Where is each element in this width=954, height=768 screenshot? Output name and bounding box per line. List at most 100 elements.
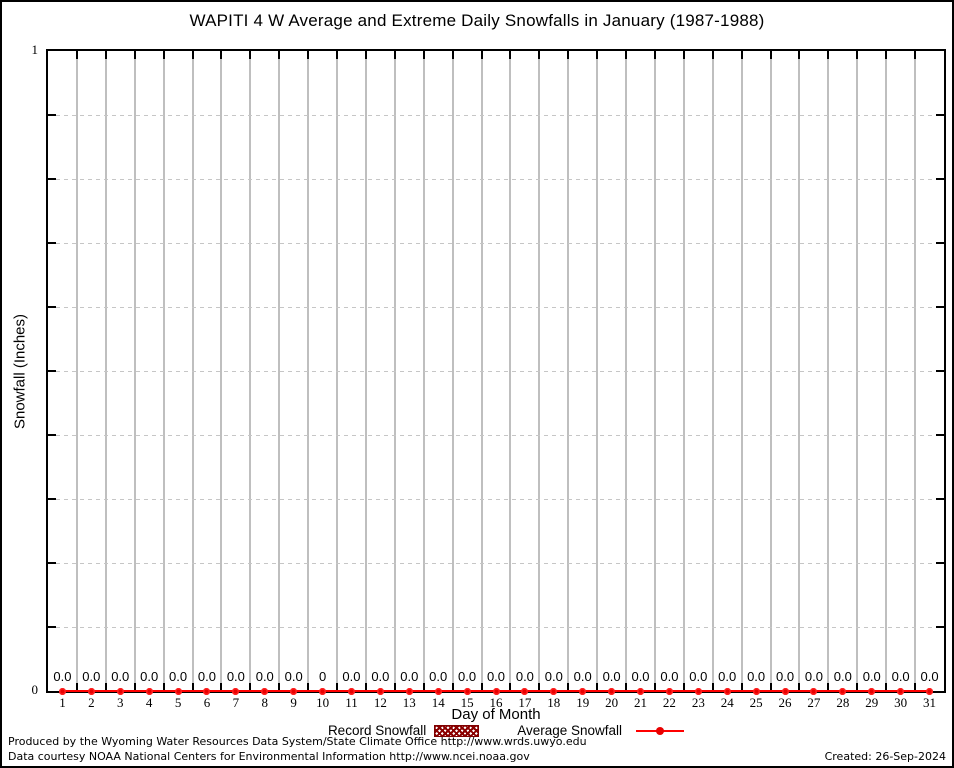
x-tick-top [885, 51, 888, 59]
average-point-marker [319, 687, 327, 695]
point-value-label: 0.0 [631, 669, 650, 684]
x-tick-bottom [740, 683, 743, 691]
point-value-label: 0.0 [284, 669, 303, 684]
average-point-marker [116, 687, 124, 695]
average-point-marker [550, 687, 558, 695]
y-tick-left [48, 434, 56, 436]
x-tick-top [220, 51, 223, 59]
x-tick-label: 5 [174, 695, 182, 710]
x-tick-bottom [480, 683, 483, 691]
y-tick-left [48, 370, 56, 372]
x-axis-title: Day of Month [451, 706, 541, 723]
x-tick-top [104, 51, 107, 59]
x-tick-label: 9 [290, 695, 297, 710]
average-point-marker [434, 687, 442, 695]
point-value-label: 0 [318, 669, 327, 684]
average-point-marker [232, 687, 240, 695]
x-tick-label: 20 [605, 695, 619, 710]
x-tick-label: 30 [894, 695, 908, 710]
x-tick-bottom [798, 683, 801, 691]
x-tick-bottom [75, 683, 78, 691]
x-tick-label: 25 [749, 695, 763, 710]
average-point-marker [492, 687, 500, 695]
x-tick-top [75, 51, 78, 59]
point-value-label: 0.0 [342, 669, 361, 684]
average-point-marker [347, 687, 355, 695]
x-tick-bottom [364, 683, 367, 691]
point-value-label: 0.0 [718, 669, 737, 684]
x-tick-top [856, 51, 859, 59]
point-value-label: 0.0 [111, 669, 130, 684]
average-point-marker [463, 687, 471, 695]
x-tick-top [191, 51, 194, 59]
point-value-label: 0.0 [400, 669, 419, 684]
grid-line-horizontal [48, 179, 944, 180]
y-tick-right [936, 562, 944, 564]
x-tick-bottom [307, 683, 310, 691]
x-tick-top [422, 51, 425, 59]
average-point-marker [405, 687, 413, 695]
x-tick-bottom [711, 683, 714, 691]
x-tick-bottom [856, 683, 859, 691]
average-point-marker [897, 687, 905, 695]
x-tick-bottom [827, 683, 830, 691]
average-point-marker [694, 687, 702, 695]
point-value-label: 0.0 [169, 669, 188, 684]
x-tick-bottom [220, 683, 223, 691]
footer: Produced by the Wyoming Water Resources … [8, 735, 946, 764]
x-tick-top [162, 51, 165, 59]
x-tick-bottom [133, 683, 136, 691]
x-tick-top [567, 51, 570, 59]
x-tick-bottom [885, 683, 888, 691]
x-tick-top [538, 51, 541, 59]
point-value-label: 0.0 [544, 669, 563, 684]
x-tick-bottom [509, 683, 512, 691]
x-tick-label: 29 [865, 695, 879, 710]
x-tick-top [596, 51, 599, 59]
point-value-label: 0.0 [486, 669, 506, 684]
x-tick-top [682, 51, 685, 59]
x-tick-bottom [625, 683, 628, 691]
average-point-marker [608, 687, 616, 695]
average-point-marker [261, 687, 269, 695]
point-value-label: 0.0 [82, 669, 101, 684]
x-tick-bottom [596, 683, 599, 691]
point-value-label: 0.0 [747, 669, 766, 684]
point-value-label: 0.0 [891, 669, 910, 684]
average-point-marker [579, 687, 587, 695]
x-tick-label: 11 [345, 695, 358, 710]
y-tick-right [936, 370, 944, 372]
x-tick-bottom [336, 683, 339, 691]
y-tick-right [936, 306, 944, 308]
x-tick-label: 6 [203, 695, 211, 710]
average-point-marker [174, 687, 182, 695]
x-tick-label: 22 [662, 695, 676, 710]
x-tick-top [278, 51, 281, 59]
x-tick-top [509, 51, 512, 59]
legend-average-marker-icon [656, 726, 665, 735]
y-axis-title: Snowfall (Inches) [11, 313, 29, 430]
x-tick-label: 26 [778, 695, 792, 710]
legend-average-swatch [636, 726, 685, 735]
point-value-label: 0.0 [255, 669, 274, 684]
x-tick-bottom [769, 683, 772, 691]
point-value-label: 0.0 [429, 669, 448, 684]
x-tick-bottom [393, 683, 396, 691]
average-point-marker [376, 687, 384, 695]
average-point-marker [521, 687, 529, 695]
x-tick-label: 4 [145, 695, 153, 710]
average-point-marker [665, 687, 673, 695]
x-tick-top [451, 51, 454, 59]
x-tick-bottom [162, 683, 165, 691]
x-tick-top [307, 51, 310, 59]
x-tick-bottom [278, 683, 281, 691]
x-tick-label: 7 [232, 695, 240, 710]
chart-title: WAPITI 4 W Average and Extreme Daily Sno… [189, 11, 765, 30]
y-tick-label: 0 [31, 682, 39, 697]
x-tick-label: 15 [460, 695, 474, 710]
plot-area: 0.0 0.0 0.0 0.0 0.0 0.0 0.0 0.0 0.0 0 0.0 0.0 0.0 0.0… [46, 49, 946, 695]
x-tick-bottom [191, 683, 194, 691]
y-tick-left [48, 114, 56, 116]
x-tick-label: 18 [547, 695, 561, 710]
